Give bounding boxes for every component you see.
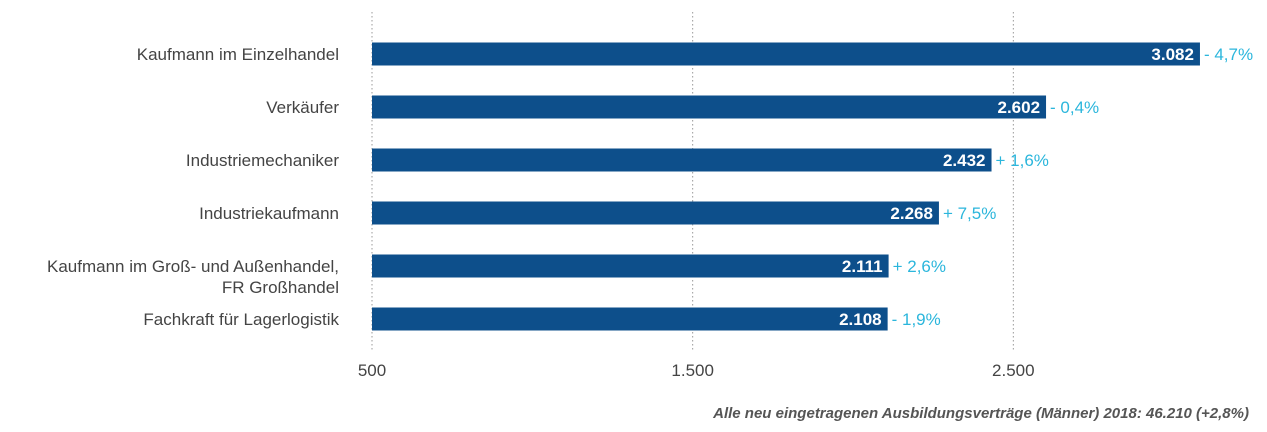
chart-footnote: Alle neu eingetragenen Ausbildungsverträ… <box>713 405 1249 422</box>
bar <box>372 254 889 278</box>
x-tick-label: 1.500 <box>671 361 714 380</box>
category-label: Kaufmann im Einzelhandel <box>137 45 339 64</box>
category-label: Kaufmann im Groß- und Außenhandel, <box>47 257 339 276</box>
change-label: + 1,6% <box>996 151 1049 170</box>
category-label: Fachkraft für Lagerlogistik <box>143 310 339 329</box>
bar-chart: 500 1.500 2.500 3.082 - 4,7% Kaufmann im Einz… <box>47 12 1253 380</box>
change-label: + 2,6% <box>893 257 946 276</box>
bar-value-label: 2.108 <box>839 310 882 329</box>
change-label: + 7,5% <box>943 204 996 223</box>
change-label: - 0,4% <box>1050 98 1099 117</box>
bar-value-label: 2.602 <box>997 98 1040 117</box>
bar-value-label: 2.432 <box>943 151 986 170</box>
bar <box>372 307 888 331</box>
change-label: - 1,9% <box>892 310 941 329</box>
bar <box>372 148 992 172</box>
bar <box>372 201 939 225</box>
bar-value-label: 2.268 <box>890 204 933 223</box>
change-label: - 4,7% <box>1204 45 1253 64</box>
x-tick-label: 500 <box>358 361 386 380</box>
category-label: Industriemechaniker <box>186 151 339 170</box>
category-label: Industriekaufmann <box>199 204 339 223</box>
category-label: Verkäufer <box>266 98 339 117</box>
bar-value-label: 3.082 <box>1151 45 1194 64</box>
bar <box>372 95 1047 119</box>
bar <box>372 42 1200 66</box>
bar-value-label: 2.111 <box>842 257 883 276</box>
x-tick-label: 2.500 <box>992 361 1035 380</box>
category-label: FR Großhandel <box>222 278 339 297</box>
